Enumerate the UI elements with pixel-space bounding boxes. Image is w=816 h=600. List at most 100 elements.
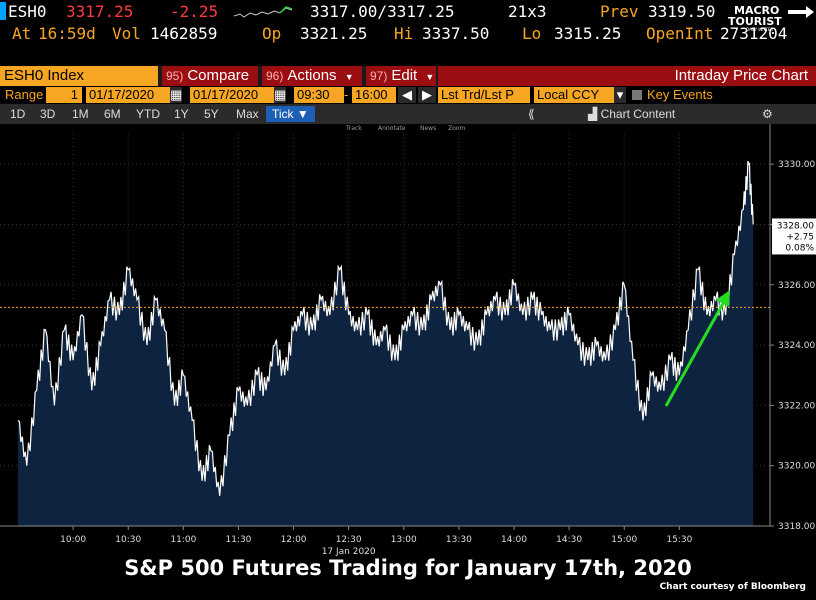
security-field[interactable]: ESH0 Index [0, 66, 158, 86]
macro-tourist-logo: MACRO TOURIST DAILY LETTER [726, 2, 816, 32]
last-price-box: 3328.00+2.750.08% [772, 218, 816, 255]
x-tick-label: 15:00 [611, 535, 637, 545]
tab-1d[interactable]: 1D [10, 107, 26, 121]
gear-icon[interactable]: ⚙ [762, 107, 773, 121]
x-tick-label: 10:00 [60, 535, 86, 545]
mini-toolbar: Track Annotate News Zoom [345, 125, 465, 132]
quote-low-label: Lo [522, 24, 542, 43]
actions-button[interactable]: 96) Actions ▼ [262, 66, 362, 86]
price-area [18, 161, 754, 526]
y-tick-label: 3326.00 [778, 281, 815, 291]
forward-arrow-icon[interactable]: ▶ [418, 87, 436, 103]
range-label: Range [5, 87, 44, 102]
x-tick-label: 12:00 [281, 535, 307, 545]
collapse-icon[interactable]: ⟪ [528, 107, 535, 121]
compare-num: 95) [166, 69, 184, 83]
quote-prev: 3319.50 [648, 2, 716, 21]
tab-tick[interactable]: Tick ▼ [266, 106, 315, 122]
last-price-value: 3328.00 [777, 221, 814, 231]
quote-vol: 1462859 [150, 24, 218, 43]
quote-prev-label: Prev [600, 2, 639, 21]
quote-high: 3337.50 [422, 24, 490, 43]
courtesy-note: Chart courtesy of Bloomberg [659, 582, 806, 592]
logo-line1: MACRO [734, 4, 779, 17]
logo-line2: TOURIST [728, 15, 782, 28]
last-price-pct: 0.08% [785, 243, 814, 253]
price-line [17, 160, 754, 496]
end-time-field[interactable]: 16:00 [352, 87, 396, 103]
quote-open-label: Op [262, 24, 282, 43]
command-bar: ESH0 Index 95) Compare 96) Actions ▼ 97) Ed… [0, 66, 816, 86]
up-arrow-icon [664, 290, 730, 407]
quote-openint: 2731204 [720, 24, 788, 43]
x-tick-label: 15:30 [666, 535, 692, 545]
mini-toolbar-item: Annotate [378, 125, 406, 132]
tab-tick-label: Tick [272, 107, 294, 121]
key-events-checkbox[interactable] [632, 90, 642, 100]
ticker-marker [0, 2, 6, 20]
y-tick-label: 3324.00 [778, 341, 815, 351]
chevron-down-icon: ▼ [425, 72, 435, 82]
back-arrow-icon[interactable]: ◀ [398, 87, 416, 103]
x-tick-label: 10:30 [115, 535, 141, 545]
compare-label: Compare [187, 67, 250, 84]
y-tick-label: 3318.00 [778, 522, 815, 532]
range-field[interactable]: 1 [46, 87, 82, 103]
mini-toolbar-item: Track [345, 125, 362, 132]
x-tick-label: 11:30 [225, 535, 251, 545]
compare-button[interactable]: 95) Compare [162, 66, 258, 86]
quote-open: 3321.25 [300, 24, 368, 43]
quote-size: 21x3 [508, 2, 547, 21]
y-tick-label: 3330.00 [778, 160, 815, 170]
quote-ticker[interactable]: ESH0 [8, 2, 47, 21]
tab-1m[interactable]: 1M [72, 107, 89, 121]
x-axis: 10:00 10:30 11:00 11:30 12:00 12:30 13:00 13:30… [0, 525, 770, 556]
chart-content-label: Chart Content [600, 107, 676, 121]
intraday-chart[interactable]: Track Annotate News Zoom 3318.00 3320.00 3322… [0, 124, 816, 556]
y-axis: 3318.00 3320.00 3322.00 3324.00 3326.00 3328.… [769, 124, 815, 532]
tab-max[interactable]: Max [236, 107, 259, 121]
currency-select[interactable]: Local CCY [534, 87, 614, 103]
tab-1y[interactable]: 1Y [174, 107, 189, 121]
y-tick-label: 3320.00 [778, 462, 815, 472]
chart-content-button[interactable]: ▟ Chart Content [588, 107, 676, 121]
calendar-icon[interactable]: ▦ [170, 87, 183, 103]
quote-time: 16:59d [38, 24, 96, 43]
period-tabs: 1D 3D 1M 6M YTD 1Y 5Y Max Tick ▼ ⟪ ▟ Cha… [0, 104, 816, 124]
range-dash: - [344, 87, 349, 102]
tab-3d[interactable]: 3D [40, 107, 56, 121]
edit-num: 97) [370, 69, 388, 83]
x-date-label: 17 Jan 2020 [322, 547, 376, 556]
quote-last: 3317.25 [66, 2, 134, 21]
actions-num: 96) [266, 69, 284, 83]
start-date-field[interactable]: 01/17/2020 [86, 87, 170, 103]
x-tick-label: 11:00 [170, 535, 196, 545]
calendar-icon[interactable]: ▦ [274, 87, 287, 103]
quote-bid-ask: 3317.00/3317.25 [310, 2, 455, 21]
edit-label: Edit [391, 67, 418, 84]
quote-vol-label: Vol [112, 24, 141, 43]
mini-toolbar-item: Zoom [448, 125, 465, 132]
last-price-change: +2.75 [786, 232, 814, 242]
actions-label: Actions [287, 67, 337, 84]
quote-change: -2.25 [170, 2, 219, 21]
tab-5y[interactable]: 5Y [204, 107, 219, 121]
chart-title: Intraday Price Chart [438, 66, 816, 86]
start-time-field[interactable]: 09:30 [294, 87, 344, 103]
quote-high-label: Hi [394, 24, 414, 43]
mini-toolbar-item: News [420, 125, 436, 132]
x-tick-label: 13:30 [446, 535, 472, 545]
quote-at-label: At [12, 24, 32, 43]
edit-button[interactable]: 97) Edit ▼ [366, 66, 436, 86]
tab-ytd[interactable]: YTD [136, 107, 160, 121]
range-bar: Range 1 01/17/2020 ▦ 01/17/2020 ▦ 09:30 … [0, 86, 816, 104]
tab-6m[interactable]: 6M [104, 107, 121, 121]
price-type-select[interactable]: Lst Trd/Lst P [438, 87, 530, 103]
end-date-field[interactable]: 01/17/2020 [190, 87, 274, 103]
quote-low: 3315.25 [554, 24, 622, 43]
chevron-down-icon[interactable]: ▾ [614, 87, 626, 103]
logo-line3: DAILY LETTER [746, 27, 773, 32]
x-tick-label: 12:30 [336, 535, 362, 545]
sparkline-icon [234, 6, 292, 18]
last-price-bg [772, 218, 816, 255]
